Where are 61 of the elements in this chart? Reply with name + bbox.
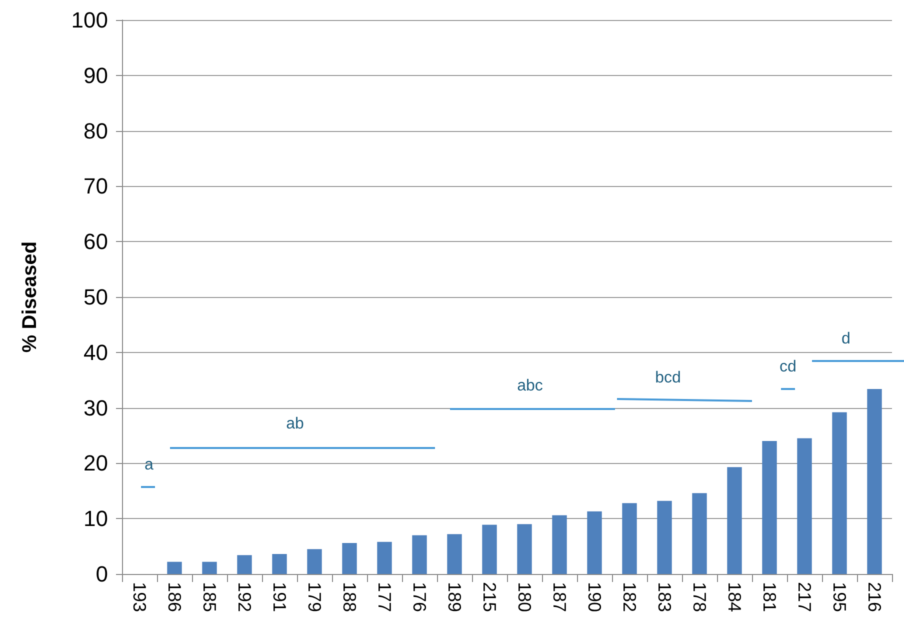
x-tick-label: 190 [584,582,604,612]
y-tick-label: 40 [84,340,108,365]
bar [447,534,462,574]
bar [517,524,532,574]
bar [412,535,427,574]
y-tick-label: 70 [84,174,108,199]
bar [272,554,287,574]
bar [202,562,217,574]
x-tick-label: 179 [304,582,324,612]
y-tick-label: 60 [84,229,108,254]
x-tick-label: 178 [690,582,710,612]
x-tick-label: 215 [480,582,500,612]
y-tick-label: 80 [84,118,108,144]
x-tick-label: 191 [270,582,290,612]
bar [622,503,637,574]
bar [797,438,812,574]
annotation: abc [517,378,543,394]
bar [692,493,707,574]
x-tick-label: 217 [794,582,814,612]
x-tick-label: 177 [374,582,394,612]
y-tick-label: 100 [71,8,108,32]
annotation: cd [780,358,796,376]
bar [237,555,252,574]
bar [867,388,882,574]
x-tick-label: 183 [654,582,674,612]
bar [482,524,497,574]
x-tick-label: 187 [550,582,570,612]
x-tick-label: 189 [444,582,464,612]
x-tick-label: 193 [130,582,150,612]
bar [657,500,672,574]
annotation: d [842,330,850,348]
bar [727,467,742,574]
bar [552,515,567,574]
bar [377,542,392,574]
y-tick-label: 20 [84,450,108,476]
y-tick-label: 90 [84,62,108,88]
bar [307,549,322,574]
y-tick-label: 0 [96,562,108,586]
bar [762,441,777,574]
annotation: a [144,456,154,474]
x-tick-label: 192 [234,582,254,612]
x-tick-label: 186 [164,582,184,612]
bar [832,412,847,574]
x-tick-label: 182 [620,582,640,612]
x-tick-label: 184 [724,582,744,612]
x-tick-label: 195 [830,582,850,612]
x-tick-label: 180 [514,582,534,612]
y-tick-label: 10 [84,506,108,532]
annotation: ab [286,416,304,432]
x-tick-label: 181 [760,582,780,612]
annotation: bcd [655,370,681,386]
bar [342,542,357,574]
y-axis-title: % Diseased [19,241,41,353]
x-tick-label: 188 [340,582,360,612]
y-tick-label: 50 [84,284,108,310]
bar [587,511,602,574]
y-tick-label: 30 [84,395,108,420]
x-tick-label: 216 [864,582,884,612]
bar [167,562,182,574]
x-tick-label: 176 [410,582,430,612]
x-tick-label: 185 [200,582,220,612]
